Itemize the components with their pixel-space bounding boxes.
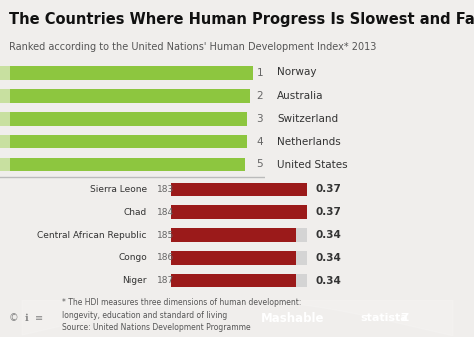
Text: 183: 183 — [157, 185, 174, 194]
Bar — [10, 158, 245, 171]
Text: United States: United States — [277, 160, 348, 170]
Text: * The HDI measures three dimensions of human development:
longevity, education a: * The HDI measures three dimensions of h… — [62, 298, 301, 332]
Text: 2: 2 — [256, 91, 263, 101]
Text: 5: 5 — [256, 159, 263, 170]
Text: 0.34: 0.34 — [316, 253, 342, 263]
Text: Netherlands: Netherlands — [277, 137, 341, 147]
Text: Chad: Chad — [124, 208, 147, 217]
Text: 0.37: 0.37 — [316, 184, 342, 194]
Text: Central African Republic: Central African Republic — [37, 231, 147, 240]
Text: 0.34: 0.34 — [316, 276, 342, 286]
Text: Ranked according to the United Nations' Human Development Index* 2013: Ranked according to the United Nations' … — [9, 42, 377, 52]
Bar — [171, 183, 307, 196]
Text: 184: 184 — [157, 208, 174, 217]
Text: 187: 187 — [157, 276, 174, 285]
Text: 1: 1 — [256, 68, 263, 78]
Bar — [0, 135, 10, 148]
Text: 0.34: 0.34 — [316, 230, 342, 240]
Bar — [10, 112, 247, 126]
Bar — [171, 228, 307, 242]
Bar — [0, 89, 10, 103]
Text: Z: Z — [401, 313, 409, 324]
Text: 3: 3 — [256, 114, 263, 124]
Bar — [171, 206, 307, 219]
Text: 185: 185 — [157, 231, 174, 240]
Bar — [10, 135, 247, 148]
Bar — [171, 251, 296, 265]
Text: Switzerland: Switzerland — [277, 114, 338, 124]
Bar — [171, 251, 307, 265]
Text: 0.37: 0.37 — [316, 207, 342, 217]
Text: The Countries Where Human Progress Is Slowest and Fastest: The Countries Where Human Progress Is Sl… — [9, 12, 474, 27]
Text: Norway: Norway — [277, 67, 317, 77]
Text: Niger: Niger — [122, 276, 147, 285]
Text: ©  ℹ  ≡: © ℹ ≡ — [9, 313, 44, 324]
Bar — [0, 112, 10, 126]
Text: Australia: Australia — [277, 91, 324, 100]
Bar — [171, 274, 307, 287]
Text: Mashable: Mashable — [261, 312, 324, 325]
Bar — [10, 89, 250, 103]
Text: Congo: Congo — [118, 253, 147, 263]
Bar — [171, 274, 296, 287]
Text: 4: 4 — [256, 136, 263, 147]
Bar — [171, 228, 296, 242]
Bar — [0, 66, 10, 80]
Text: 186: 186 — [157, 253, 174, 263]
Bar — [171, 206, 307, 219]
Bar — [10, 66, 253, 80]
Text: Sierra Leone: Sierra Leone — [90, 185, 147, 194]
Text: statista: statista — [360, 313, 408, 324]
Bar — [171, 183, 307, 196]
Bar — [0, 158, 10, 171]
